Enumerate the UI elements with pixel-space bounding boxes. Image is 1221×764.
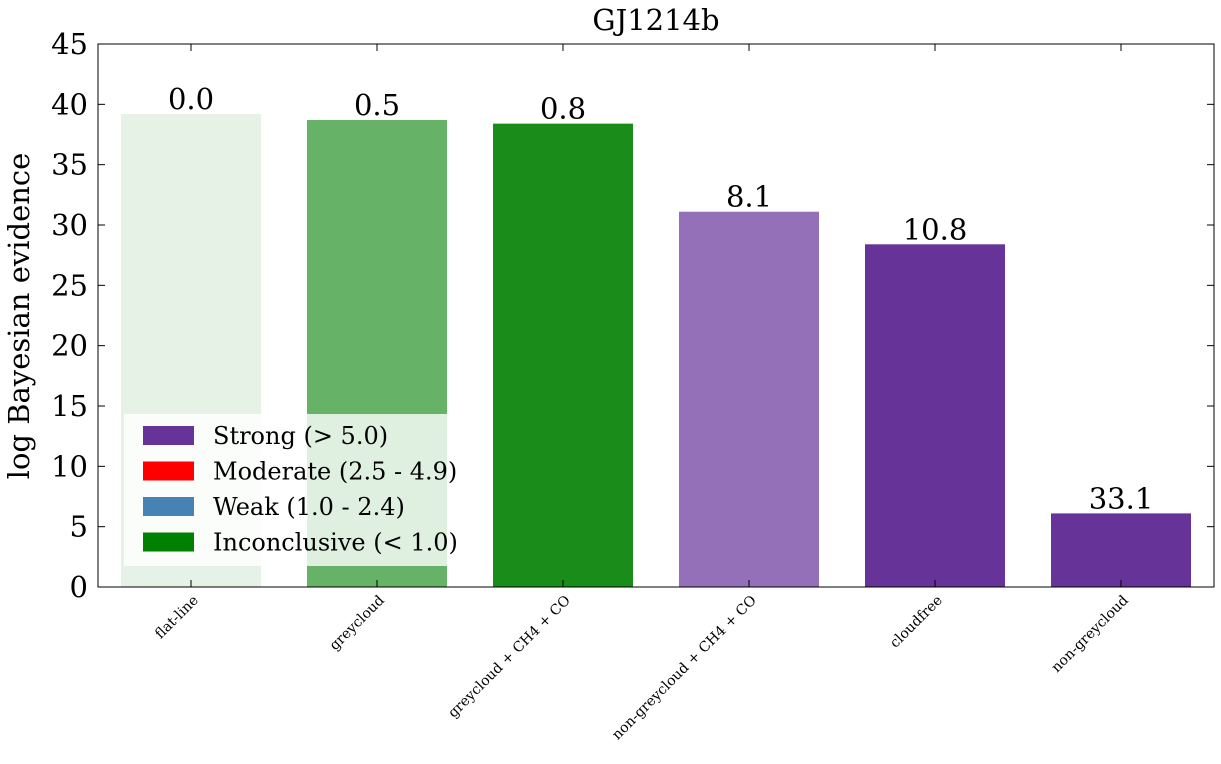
bar-value-label: 0.0 [168, 82, 214, 116]
y-tick-label: 0 [70, 570, 88, 604]
y-tick-label: 15 [51, 389, 88, 423]
x-tick-label: non-greycloud [1049, 592, 1132, 675]
legend-swatch [143, 497, 194, 516]
y-tick-label: 45 [51, 27, 88, 61]
x-tick-label: greycloud [327, 592, 388, 653]
y-tick-label: 30 [51, 208, 88, 242]
bar-value-label: 8.1 [726, 180, 772, 214]
y-axis-label: log Bayesian evidence [2, 153, 36, 480]
y-tick-label: 40 [51, 87, 88, 121]
bar-2 [493, 123, 633, 587]
bar-value-label: 33.1 [1089, 481, 1154, 515]
bar-3 [679, 211, 819, 587]
y-axis-ticks: 0 5 10 15 20 25 30 35 40 45 [51, 27, 1214, 604]
legend-swatch [143, 426, 194, 445]
bars-layer [121, 113, 1191, 588]
x-tick-label: cloudfree [887, 593, 946, 652]
chart-title: GJ1214b [592, 3, 719, 37]
y-tick-label: 20 [51, 329, 88, 363]
y-tick-label: 25 [51, 268, 88, 302]
legend-label: Moderate (2.5 - 4.9) [213, 458, 457, 486]
y-tick-label: 10 [51, 449, 88, 483]
x-tick-label: non-greycloud + CH4 + CO [609, 593, 760, 744]
bar-labels-layer: 0.0 0.5 0.8 8.1 10.8 33.1 [168, 82, 1153, 515]
bar-value-label: 0.5 [354, 88, 400, 122]
bar-value-label: 0.8 [540, 92, 586, 126]
legend-swatch [143, 461, 194, 481]
legend: Strong (> 5.0) Moderate (2.5 - 4.9) Weak (… [124, 414, 484, 566]
bar-5 [1051, 513, 1191, 587]
plot-frame [97, 43, 1215, 588]
x-tick-label: flat-line [152, 593, 202, 643]
y-tick-label: 5 [70, 510, 88, 544]
legend-label: Weak (1.0 - 2.4) [213, 493, 405, 521]
x-tick-label: greycloud + CH4 + CO [445, 593, 574, 722]
bar-4 [865, 244, 1005, 587]
legend-swatch [143, 532, 194, 552]
legend-label: Inconclusive (< 1.0) [213, 529, 458, 557]
legend-label: Strong (> 5.0) [213, 422, 388, 450]
y-tick-label: 35 [51, 148, 88, 182]
bar-value-label: 10.8 [903, 212, 968, 246]
